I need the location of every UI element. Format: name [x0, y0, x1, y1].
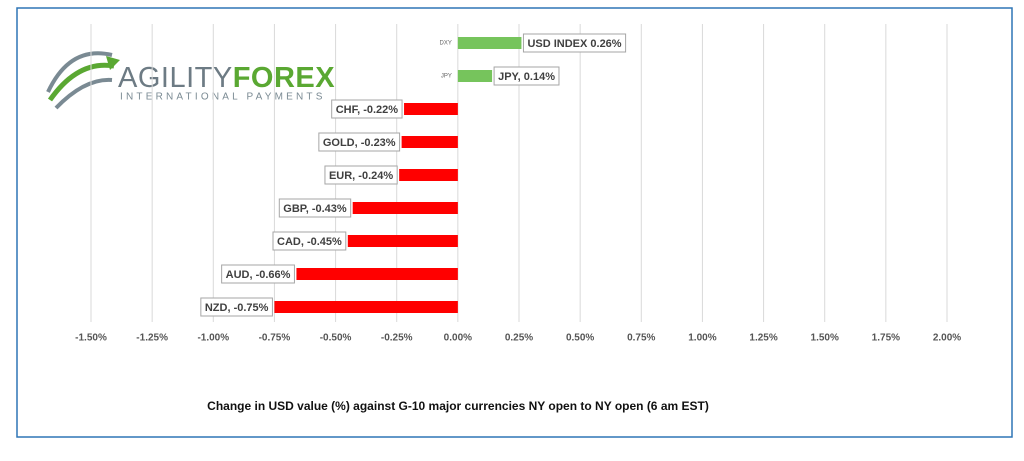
- data-label-box: [522, 33, 627, 53]
- data-label: JPY, 0.14%: [498, 71, 555, 83]
- x-tick-label: 0.50%: [566, 333, 594, 344]
- data-label-box: [324, 165, 398, 185]
- x-axis-label: Change in USD value (%) against G-10 maj…: [207, 399, 709, 413]
- bar: [347, 235, 458, 247]
- x-tick-label: 1.25%: [749, 333, 777, 344]
- x-tick-label: 1.50%: [811, 333, 839, 344]
- data-label: GOLD, -0.23%: [323, 137, 396, 149]
- data-label: CAD, -0.45%: [277, 236, 342, 248]
- logo-arrow: [106, 56, 120, 70]
- data-label-box: [331, 99, 403, 119]
- category-label: JPY: [441, 74, 452, 80]
- x-tick-label: 2.00%: [933, 333, 961, 344]
- x-tick-label: -0.50%: [320, 333, 352, 344]
- bar: [274, 301, 458, 313]
- x-tick-label: -0.75%: [259, 333, 291, 344]
- data-label: AUD, -0.66%: [226, 269, 291, 281]
- data-label-box: [318, 132, 401, 152]
- data-label-box: [493, 66, 560, 86]
- x-tick-label: 0.00%: [444, 333, 472, 344]
- bar: [401, 136, 458, 148]
- logo-tagline: INTERNATIONAL PAYMENTS: [120, 92, 326, 103]
- logo-swoosh: [46, 51, 113, 93]
- data-label: EUR, -0.24%: [329, 170, 393, 182]
- data-label-box: [221, 264, 295, 284]
- x-tick-label: -1.50%: [75, 333, 107, 344]
- logo-name: AGILITYFOREX: [118, 62, 335, 94]
- x-tick-label: 0.75%: [627, 333, 655, 344]
- x-tick-label: 1.75%: [872, 333, 900, 344]
- x-tick-label: -0.25%: [381, 333, 413, 344]
- x-tick-label: 0.25%: [505, 333, 533, 344]
- x-tick-label: 1.00%: [688, 333, 716, 344]
- data-label: CHF, -0.22%: [336, 104, 399, 116]
- bar: [399, 169, 458, 181]
- logo-swoosh: [54, 77, 113, 110]
- data-label: USD INDEX 0.26%: [527, 38, 621, 50]
- data-label: NZD, -0.75%: [205, 302, 269, 314]
- bar: [457, 37, 522, 49]
- bar: [296, 268, 458, 280]
- logo-name-part: AGILITY: [118, 62, 233, 94]
- x-tick-label: -1.25%: [136, 333, 168, 344]
- logo-swoosh: [47, 62, 115, 102]
- data-label-box: [278, 198, 352, 218]
- bar: [404, 103, 458, 115]
- logo-name-part: FOREX: [233, 62, 336, 94]
- data-label: GBP, -0.43%: [283, 203, 347, 215]
- category-label: DXY: [440, 41, 452, 47]
- data-label-box: [200, 297, 273, 317]
- data-label-box: [272, 231, 347, 251]
- bar: [352, 202, 458, 214]
- x-tick-label: -1.00%: [197, 333, 229, 344]
- bar: [457, 70, 493, 82]
